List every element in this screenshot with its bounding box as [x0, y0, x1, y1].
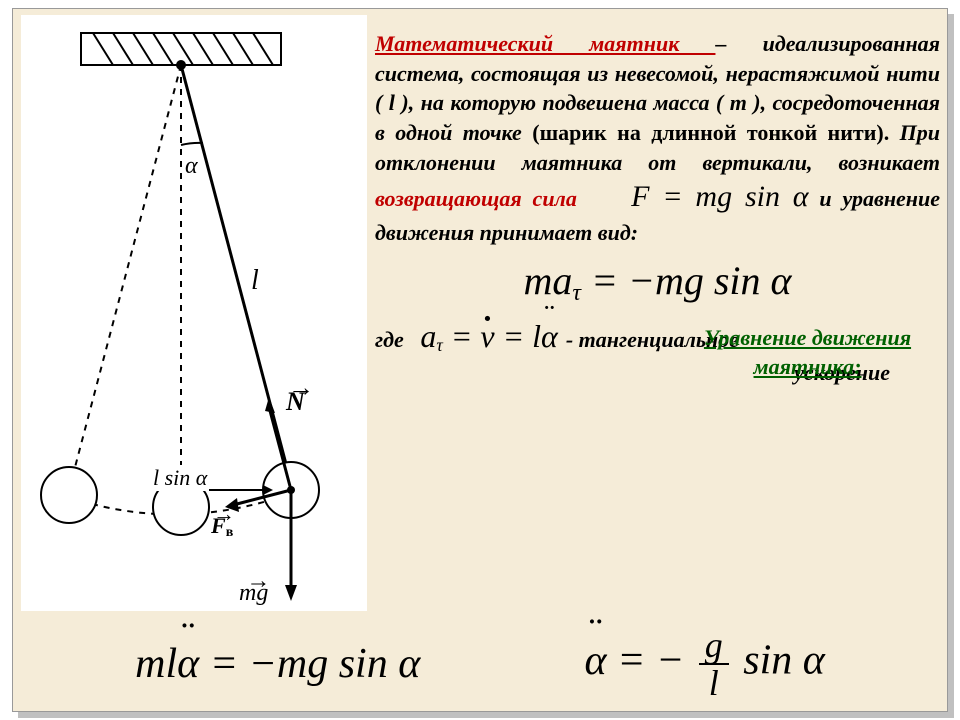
restoring-force-label: возвращающая сила	[375, 186, 577, 211]
fv-label: → Fв	[211, 513, 233, 541]
mg-label: mg→	[239, 580, 268, 607]
pendulum-diagram: α l → N l sin α → Fв mg→	[21, 15, 367, 611]
length-label: l	[251, 265, 259, 297]
where-label: где	[375, 327, 409, 352]
title: Математический маятник	[375, 31, 715, 56]
n-vector-label: → N	[286, 387, 305, 417]
text-column: Математический маятник – идеализированна…	[375, 29, 940, 388]
force-equation: F = mg sin α	[631, 180, 808, 213]
angle-label: α	[185, 153, 198, 180]
main-equation: maτ = −mg sin α	[375, 254, 940, 309]
slide: α l → N l sin α → Fв mg→ Математический …	[12, 8, 948, 712]
bottom-eq-2: α = − g l sin α	[585, 627, 825, 701]
pendulum-svg	[21, 15, 367, 611]
motion-equation-title: Уравнение движения маятника:	[675, 323, 940, 382]
bottom-equations: mlα = −mg sin α α = − g l sin α	[13, 627, 947, 701]
definition-2: (шарик на длинной тонкой нити).	[532, 120, 889, 145]
accel-equation: aτ = v = lα	[420, 318, 566, 354]
lsina-label: l sin α	[151, 465, 209, 491]
bottom-eq-1: mlα = −mg sin α	[135, 640, 420, 688]
